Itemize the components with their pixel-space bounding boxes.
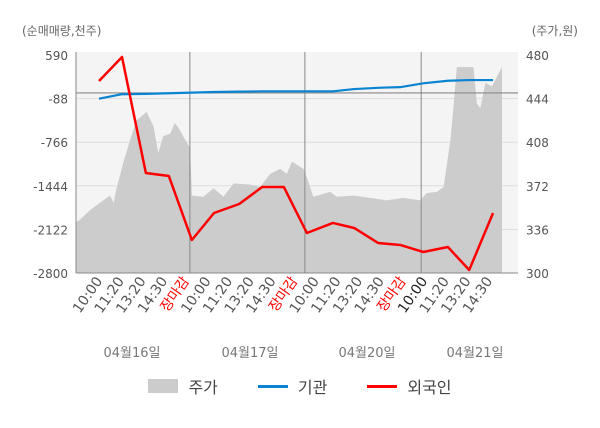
legend-item-institution[interactable]: 기관: [257, 374, 328, 398]
legend-swatch-institution: [257, 384, 288, 388]
left-tick-label: -1444: [33, 180, 68, 194]
legend-item-price[interactable]: 주가: [148, 374, 218, 398]
left-tick-label: -2122: [33, 223, 68, 237]
legend-swatch-foreign: [367, 384, 398, 388]
right-tick-label: 480: [526, 49, 549, 63]
right-tick-label: 336: [526, 223, 549, 237]
legend-label: 외국인: [407, 378, 452, 397]
right-tick-label: 300: [526, 267, 549, 281]
date-label: 04월21일: [446, 346, 503, 361]
date-label: 04월20일: [338, 346, 395, 361]
chart-svg: 590 -88 -766 -1444 -2122 -2800 480 444 408 372 336…: [33, 49, 549, 361]
legend-item-foreign[interactable]: 외국인: [367, 374, 452, 398]
legend-label: 주가: [188, 378, 218, 397]
price-area: [76, 67, 502, 273]
legend-label: 기관: [297, 378, 328, 397]
right-axis-unit: (주가,원): [531, 24, 578, 38]
left-tick-label: 590: [45, 49, 68, 63]
right-tick-label: 408: [526, 136, 549, 150]
date-label: 04월16일: [103, 346, 160, 361]
right-tick-label: 372: [526, 180, 549, 194]
foreign-line: [98, 55, 495, 272]
legend-swatch-price: [148, 379, 179, 393]
legend: 주가 기관 외국인: [0, 374, 600, 398]
date-label: 04월17일: [221, 346, 278, 361]
institution-line: [98, 78, 494, 100]
left-tick-label: -88: [48, 93, 68, 107]
right-tick-label: 444: [526, 93, 549, 107]
left-axis-unit: (순매매량,천주): [22, 24, 102, 38]
left-tick-label: -2800: [33, 267, 68, 281]
left-tick-label: -766: [41, 136, 68, 150]
